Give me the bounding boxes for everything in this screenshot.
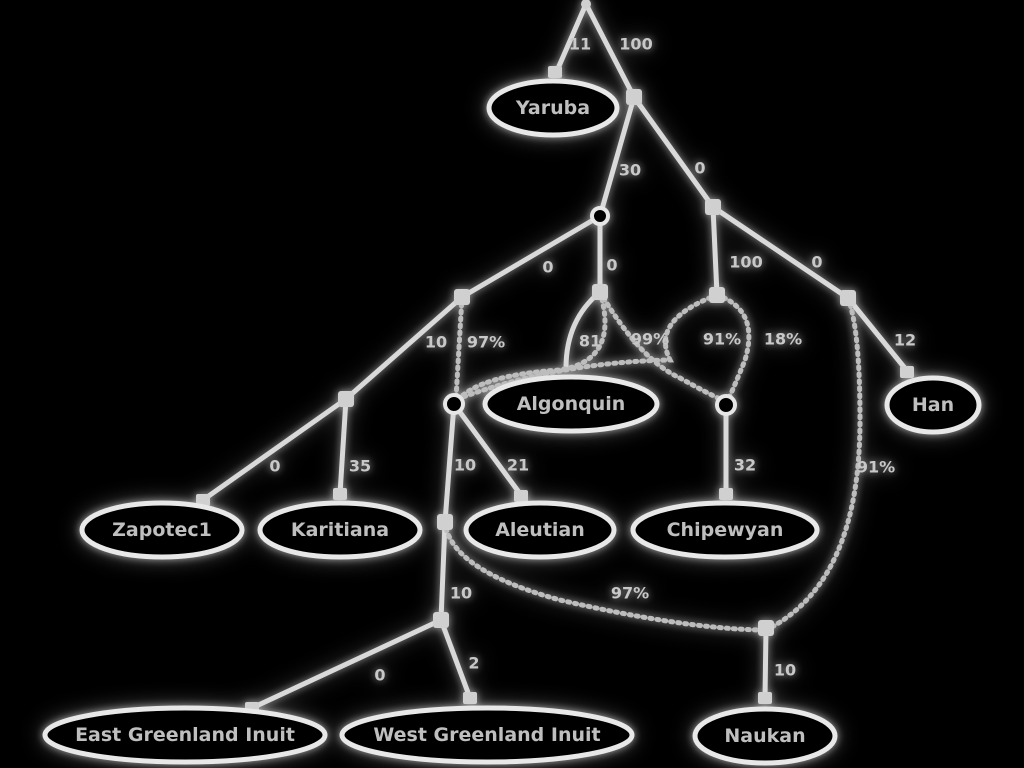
leaf-yaruba: Yaruba xyxy=(486,78,620,138)
label-a-b: 30 xyxy=(619,161,641,180)
leaf-label-chipewyan: Chipewyan xyxy=(667,519,784,541)
leaf-label-han: Han xyxy=(912,394,954,416)
leaf-aleutian: Aleutian xyxy=(463,500,617,560)
admix-g-m xyxy=(767,295,863,631)
node-han-top xyxy=(900,366,914,378)
node-west-top xyxy=(463,692,477,704)
label-mix-f2: 18% xyxy=(764,330,802,349)
edge-g-han xyxy=(845,295,911,375)
label-mix-e1: 99% xyxy=(631,330,669,349)
admix-e-j xyxy=(597,289,725,403)
node-m xyxy=(758,620,774,636)
label-k-l: 10 xyxy=(450,584,472,603)
node-e xyxy=(592,284,608,300)
label-root-a: 100 xyxy=(619,35,652,54)
leaf-label-algonquin: Algonquin xyxy=(517,393,626,415)
edge-h-karitiana xyxy=(337,396,349,497)
edge-i-k xyxy=(442,401,457,525)
leaf-karitiana: Karitiana xyxy=(257,500,423,560)
leaf-label-karitiana: Karitiana xyxy=(291,519,389,541)
edge-m-naukan xyxy=(762,625,769,701)
leaf-nodes: Yaruba Algonquin Han Zapotec1 Karitiana … xyxy=(42,78,982,766)
node-h xyxy=(338,391,354,407)
label-j-chipewyan: 32 xyxy=(734,456,756,475)
edge-l-west xyxy=(438,617,473,701)
label-k-mix: 97% xyxy=(611,584,649,603)
admix-f-j xyxy=(714,292,752,403)
node-aleutian-top xyxy=(514,490,528,502)
edge-a-b xyxy=(597,94,637,219)
node-b xyxy=(590,206,610,226)
edge-e-algonquin xyxy=(563,289,603,371)
edge-root-a xyxy=(583,1,637,100)
leaf-han: Han xyxy=(884,375,982,435)
edge-c-g xyxy=(710,204,851,301)
label-a-c: 0 xyxy=(694,159,705,178)
tree-edges xyxy=(200,1,911,711)
edge-i-aleutian xyxy=(451,401,524,498)
edge-d-h xyxy=(343,294,465,402)
node-karitiana-top xyxy=(333,488,347,500)
label-m-naukan: 10 xyxy=(774,661,796,680)
node-c xyxy=(705,199,721,215)
leaf-algonquin: Algonquin xyxy=(482,374,660,434)
label-root-yaruba: 11 xyxy=(569,35,591,54)
admix-k-m xyxy=(442,519,763,633)
node-a xyxy=(626,89,642,105)
label-i-k: 10 xyxy=(454,456,476,475)
label-l-west: 2 xyxy=(468,654,479,673)
node-naukan-top xyxy=(758,692,772,704)
label-b-e: 0 xyxy=(606,256,617,275)
label-c-f: 100 xyxy=(729,253,762,272)
label-h-karitiana: 35 xyxy=(349,457,371,476)
edge-a-c xyxy=(631,94,716,210)
label-g-han: 12 xyxy=(894,331,916,350)
leaf-label-east-greenland: East Greenland Inuit xyxy=(75,724,295,746)
label-e-algonquin: 81 xyxy=(579,332,601,351)
leaf-naukan: Naukan xyxy=(692,706,838,766)
edge-labels: 11 100 30 0 0 0 81 100 0 12 10 97% 99% 9… xyxy=(269,35,916,685)
edge-b-d xyxy=(459,213,603,300)
leaf-label-zapotec: Zapotec1 xyxy=(112,519,212,541)
node-g xyxy=(840,290,856,306)
node-j xyxy=(715,394,737,416)
label-c-g: 0 xyxy=(811,253,822,272)
edge-l-east xyxy=(249,617,444,711)
leaf-zapotec: Zapotec1 xyxy=(79,500,245,560)
junction-nodes xyxy=(196,0,914,714)
edge-root-yaruba xyxy=(553,1,589,76)
leaf-chipewyan: Chipewyan xyxy=(630,500,820,560)
node-d xyxy=(454,289,470,305)
label-mix-d: 97% xyxy=(467,333,505,352)
leaf-label-naukan: Naukan xyxy=(724,725,805,747)
leaf-label-aleutian: Aleutian xyxy=(495,519,585,541)
node-f xyxy=(709,287,725,303)
leaf-label-west-greenland: West Greenland Inuit xyxy=(373,724,600,746)
label-l-east: 0 xyxy=(374,666,385,685)
edge-k-l xyxy=(438,519,448,623)
edge-c-f xyxy=(710,204,720,298)
leaf-east-greenland: East Greenland Inuit xyxy=(42,705,328,765)
label-d-h: 10 xyxy=(425,333,447,352)
node-i xyxy=(443,393,465,415)
leaf-west-greenland: West Greenland Inuit xyxy=(339,705,635,765)
admixture-edges xyxy=(442,289,863,633)
admix-d-i xyxy=(453,294,465,401)
label-i-aleutian: 21 xyxy=(507,456,529,475)
node-root xyxy=(581,0,591,9)
node-k xyxy=(437,514,453,530)
label-g-mix: 91% xyxy=(857,458,895,477)
node-zapotec-top xyxy=(196,494,210,506)
node-chipewyan-top xyxy=(719,488,733,500)
label-mix-f1: 91% xyxy=(703,330,741,349)
node-l xyxy=(433,612,449,628)
leaf-label-yaruba: Yaruba xyxy=(515,97,590,119)
node-yaruba-top xyxy=(548,66,562,78)
label-b-d: 0 xyxy=(542,258,553,277)
edge-h-zapotec xyxy=(200,396,349,503)
label-h-zapotec: 0 xyxy=(269,457,280,476)
